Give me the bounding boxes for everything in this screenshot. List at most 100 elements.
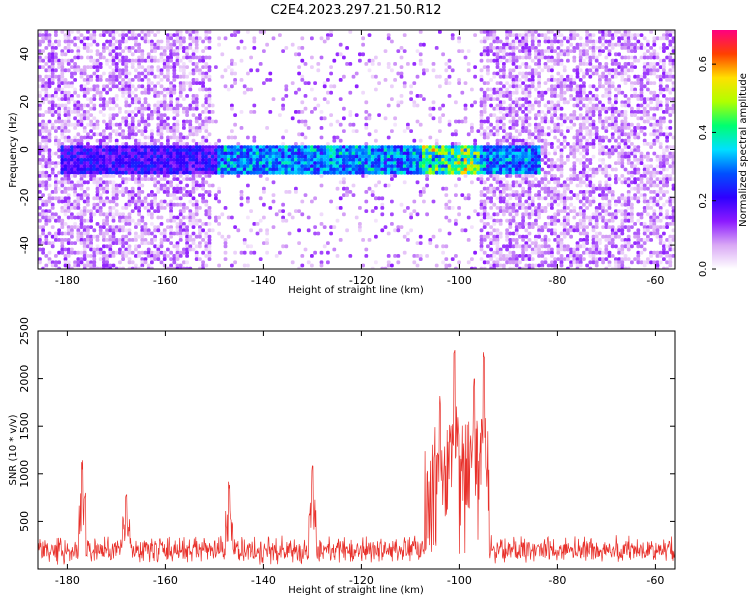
heatmap-cell (140, 184, 144, 188)
heatmap-cell (208, 216, 212, 220)
heatmap-cell (332, 248, 336, 252)
heatmap-cell (236, 228, 240, 232)
heatmap-cell (240, 59, 244, 63)
heatmap-cell (374, 260, 378, 264)
heatmap-cell (320, 251, 324, 255)
heatmap-cell (348, 254, 352, 258)
heatmap-cell (281, 97, 285, 101)
heatmap-cell (540, 180, 544, 184)
heatmap-cell (304, 94, 308, 98)
heatmap-cell (211, 228, 215, 232)
heatmap-cell (489, 104, 493, 108)
heatmap-cell (329, 113, 333, 117)
heatmap-cell (243, 84, 247, 88)
heatmap-cell (115, 196, 119, 200)
heatmap-cell (300, 46, 304, 50)
heatmap-cell (454, 132, 458, 136)
heatmap-cell (83, 212, 87, 216)
heatmap-cell (316, 62, 320, 66)
heatmap-cell (508, 187, 512, 191)
heatmap-cell (531, 225, 535, 229)
heatmap-cell (240, 110, 244, 114)
heatmap-cell (70, 235, 74, 239)
heatmap-cell (480, 257, 484, 261)
heatmap-cell (179, 180, 183, 184)
heatmap-cell (544, 104, 548, 108)
heatmap-cell (38, 43, 42, 47)
heatmap-cell (230, 84, 234, 88)
heatmap-cell (457, 177, 461, 181)
heatmap-cell (377, 180, 381, 184)
heatmap-cell (54, 152, 58, 156)
heatmap-cell (444, 187, 448, 191)
heatmap-cell (396, 254, 400, 258)
heatmap-cell (172, 260, 176, 264)
heatmap-cell (246, 200, 250, 204)
heatmap-cell (38, 94, 42, 98)
heatmap-cell (153, 238, 157, 242)
heatmap-cell (288, 212, 292, 216)
heatmap-cell (454, 254, 458, 258)
heatmap-cell (432, 68, 436, 72)
heatmap-cell (121, 94, 125, 98)
heatmap-cell (480, 126, 484, 130)
heatmap-cell (268, 72, 272, 76)
heatmap-cell (515, 59, 519, 63)
heatmap-cell (211, 104, 215, 108)
heatmap-cell (320, 110, 324, 114)
heatmap-cell (320, 184, 324, 188)
heatmap-cell (323, 84, 327, 88)
heatmap-cell (361, 238, 365, 242)
heatmap-cell (217, 200, 221, 204)
heatmap-cell (131, 84, 135, 88)
heatmap-cell (537, 43, 541, 47)
heatmap-cell (166, 78, 170, 82)
heatmap-cell (480, 228, 484, 232)
heatmap-cell (195, 212, 199, 216)
heatmap-cell (57, 187, 61, 191)
heatmap-cell (550, 68, 554, 72)
heatmap-cell (208, 193, 212, 197)
heatmap-cell (409, 97, 413, 101)
heatmap-cell (537, 171, 541, 175)
heatmap-cell (457, 212, 461, 216)
heatmap-cell (102, 72, 106, 76)
heatmap-cell (326, 251, 330, 255)
heatmap-cell (185, 65, 189, 69)
heatmap-cell (92, 40, 96, 44)
heatmap-cell (531, 203, 535, 207)
heatmap-cell (44, 254, 48, 258)
heatmap-cell (137, 123, 141, 127)
heatmap-cell (163, 257, 167, 261)
heatmap-cell (464, 120, 468, 124)
heatmap-cell (329, 123, 333, 127)
heatmap-cell (233, 251, 237, 255)
heatmap-cell (348, 30, 352, 34)
heatmap-cell (102, 56, 106, 60)
heatmap-cell (124, 180, 128, 184)
heatmap-cell (300, 36, 304, 40)
heatmap-cell (208, 132, 212, 136)
heatmap-cell (384, 116, 388, 120)
heatmap-cell (489, 206, 493, 210)
heatmap-cell (499, 110, 503, 114)
heatmap-cell (150, 30, 154, 34)
heatmap-cell (243, 46, 247, 50)
heatmap-cell (259, 62, 263, 66)
heatmap-cell (329, 33, 333, 37)
heatmap-cell (195, 107, 199, 111)
heatmap-cell (524, 228, 528, 232)
heatmap-cell (185, 184, 189, 188)
heatmap-cell (115, 56, 119, 60)
heatmap-cell (236, 174, 240, 178)
heatmap-cell (48, 209, 52, 213)
heatmap-cell (179, 94, 183, 98)
heatmap-cell (448, 75, 452, 79)
heatmap-cell (323, 244, 327, 248)
heatmap-cell (528, 232, 532, 236)
heatmap-cell (448, 59, 452, 63)
heatmap-cell (249, 68, 253, 72)
heatmap-cell (448, 232, 452, 236)
heatmap-cell (390, 200, 394, 204)
heatmap-cell (448, 81, 452, 85)
